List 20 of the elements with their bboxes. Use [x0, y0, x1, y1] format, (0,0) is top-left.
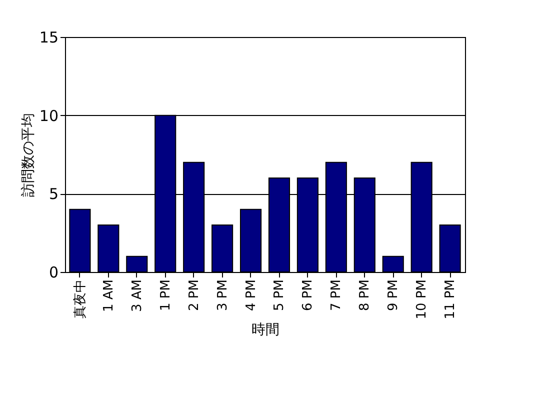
x-tick-label: 7 PM [329, 280, 344, 311]
y-axis-title: 訪問数の平均 [20, 113, 36, 197]
x-tick-label: 5 PM [272, 280, 288, 311]
x-tick-label: 2 PM [186, 280, 202, 311]
x-axis-title: 時間 [252, 322, 280, 338]
y-tick-label: 15 [39, 28, 58, 46]
y-tick-label: 10 [39, 106, 58, 125]
x-tick-label: 10 PM [414, 280, 430, 320]
x-tick-label: 1 AM [101, 280, 116, 312]
y-tick-label: 5 [48, 185, 58, 204]
x-tick-label: 11 PM [443, 280, 458, 320]
x-tick-label: 3 AM [130, 280, 145, 312]
x-tick-label: 1 PM [158, 280, 174, 311]
x-tick-label: 3 PM [215, 280, 230, 311]
x-tick-label: 8 PM [358, 280, 373, 311]
x-tick-label: 9 PM [386, 280, 402, 311]
x-tick-label: 真夜中 [72, 280, 88, 318]
x-tick-label: 4 PM [244, 280, 259, 311]
y-tick-label: 0 [48, 264, 58, 282]
x-tick-label: 6 PM [300, 280, 316, 311]
